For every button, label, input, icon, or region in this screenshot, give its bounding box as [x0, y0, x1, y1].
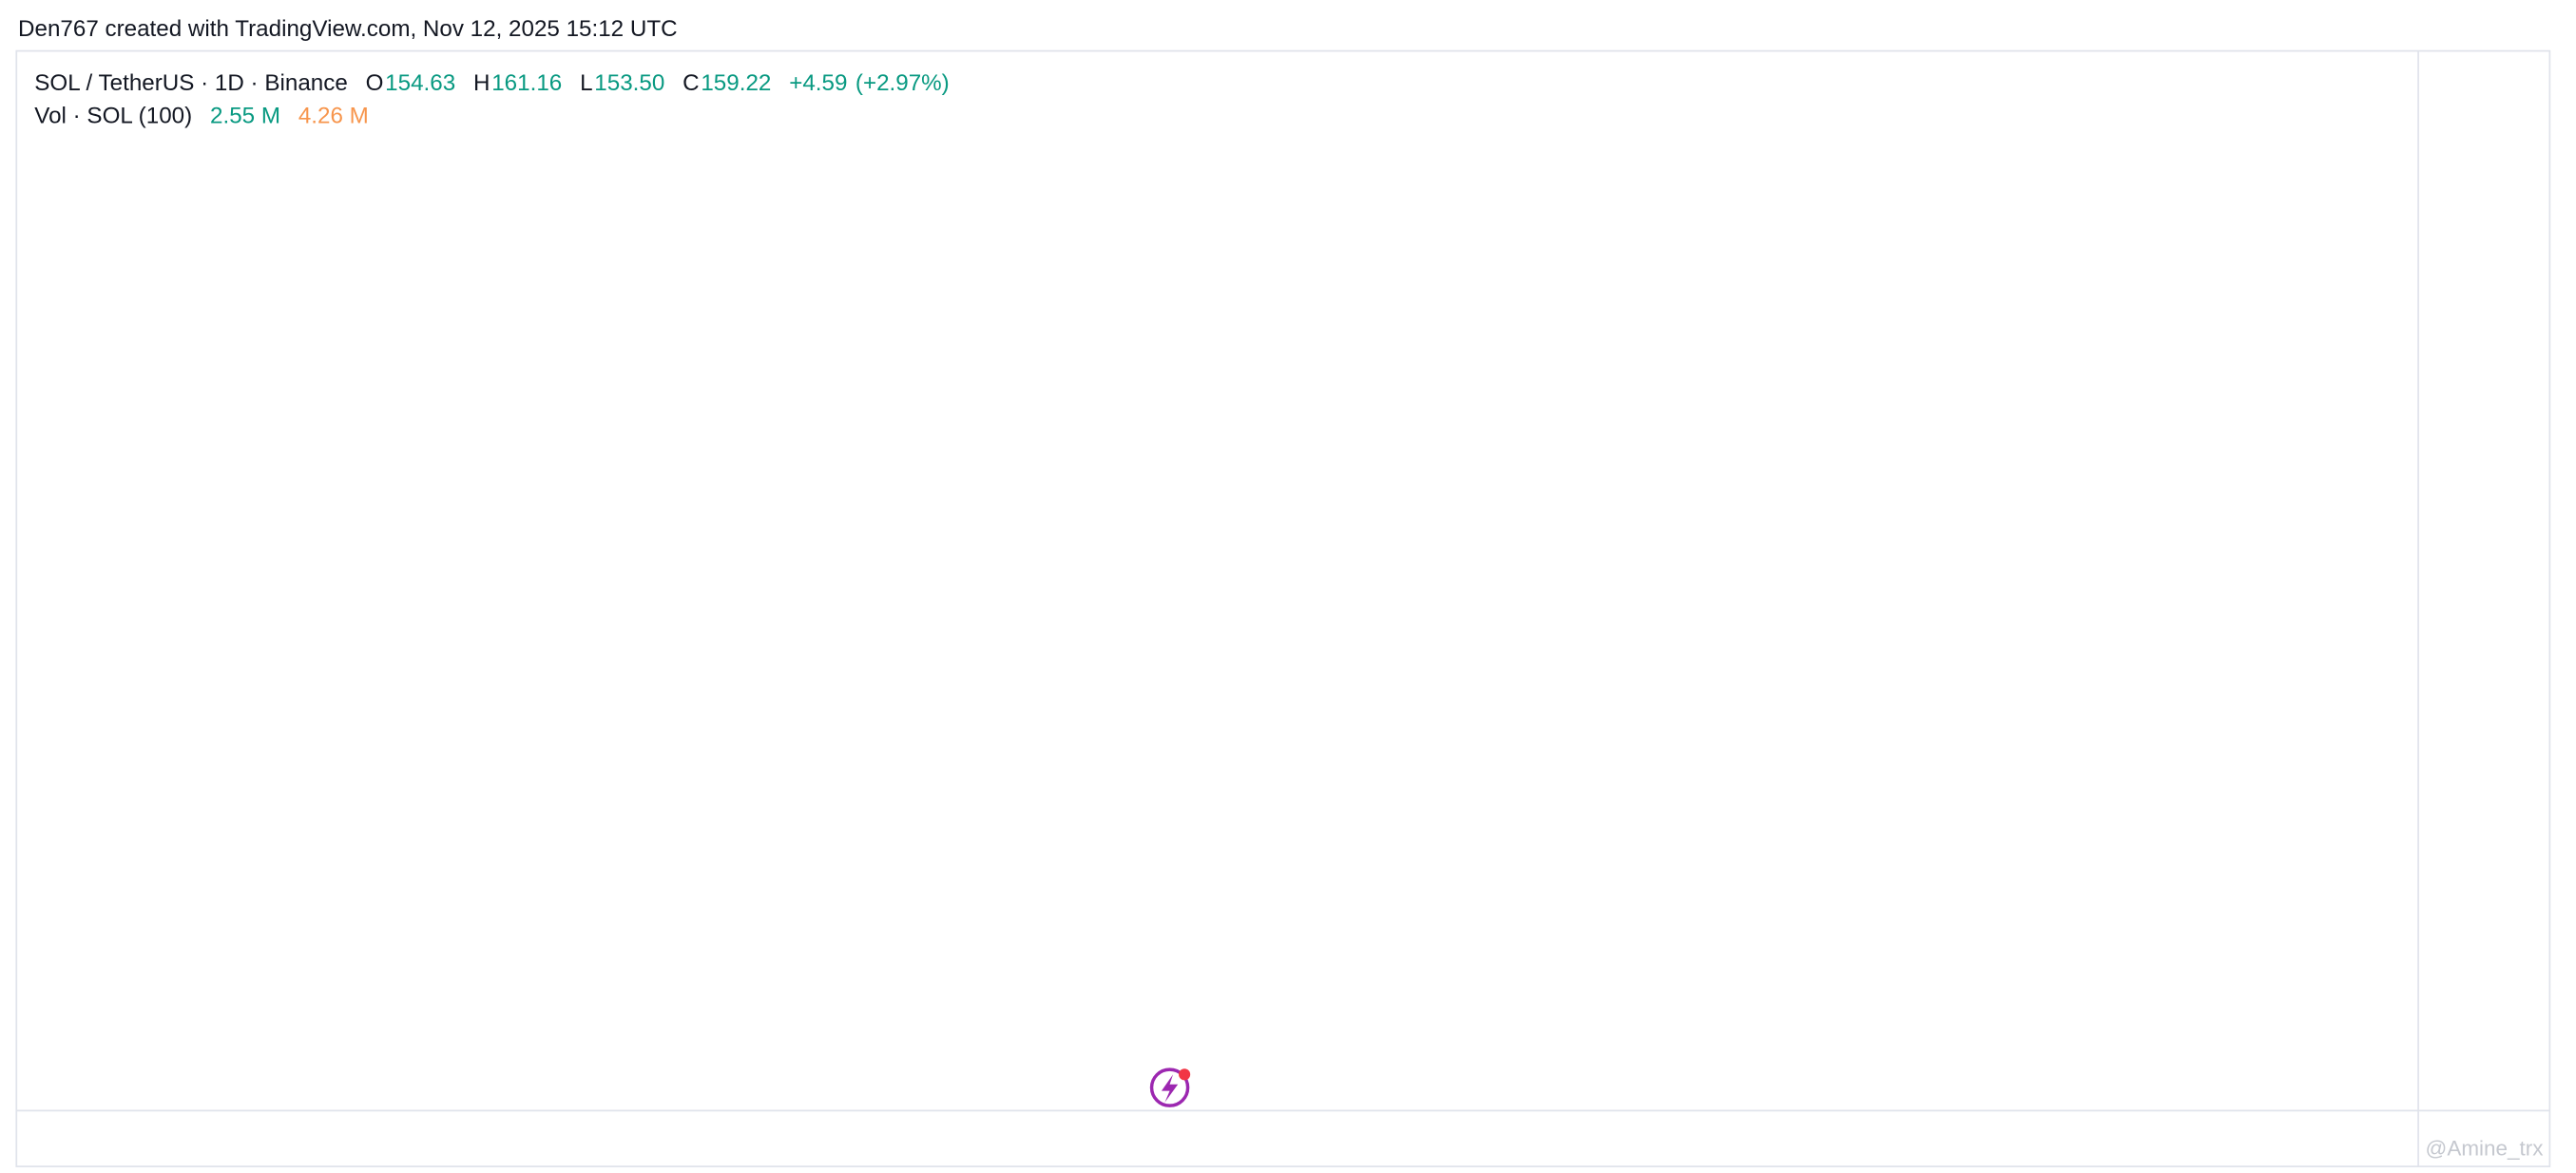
legend-change: +4.59 — [789, 68, 848, 96]
legend-label: C — [682, 68, 700, 96]
legend-value: 161.16 — [491, 68, 563, 96]
legend-value: 153.50 — [594, 68, 665, 96]
symbol: SOL / TetherUS · 1D · Binance — [34, 68, 348, 96]
legend-value: 154.63 — [385, 68, 456, 96]
watermark: @Amine_trx — [2426, 1137, 2544, 1161]
legend-value: 159.22 — [701, 68, 772, 96]
frame — [15, 49, 2551, 1167]
legend-label: L — [580, 68, 593, 96]
replay-icon[interactable] — [1149, 1067, 1191, 1107]
volume-value: 2.55 M — [210, 102, 281, 128]
header: Den767 created with TradingView.com, Nov… — [18, 14, 678, 42]
volume-ma-value: 4.26 M — [298, 102, 369, 128]
legend-label: H — [472, 68, 490, 96]
legend-change-pct: (+2.97%) — [855, 68, 950, 96]
legend-label: O — [365, 68, 384, 96]
legend-row: Vol · SOL (100) 2.55 M 4.26 M — [34, 99, 951, 132]
volume-title: Vol · SOL (100) — [34, 102, 193, 128]
